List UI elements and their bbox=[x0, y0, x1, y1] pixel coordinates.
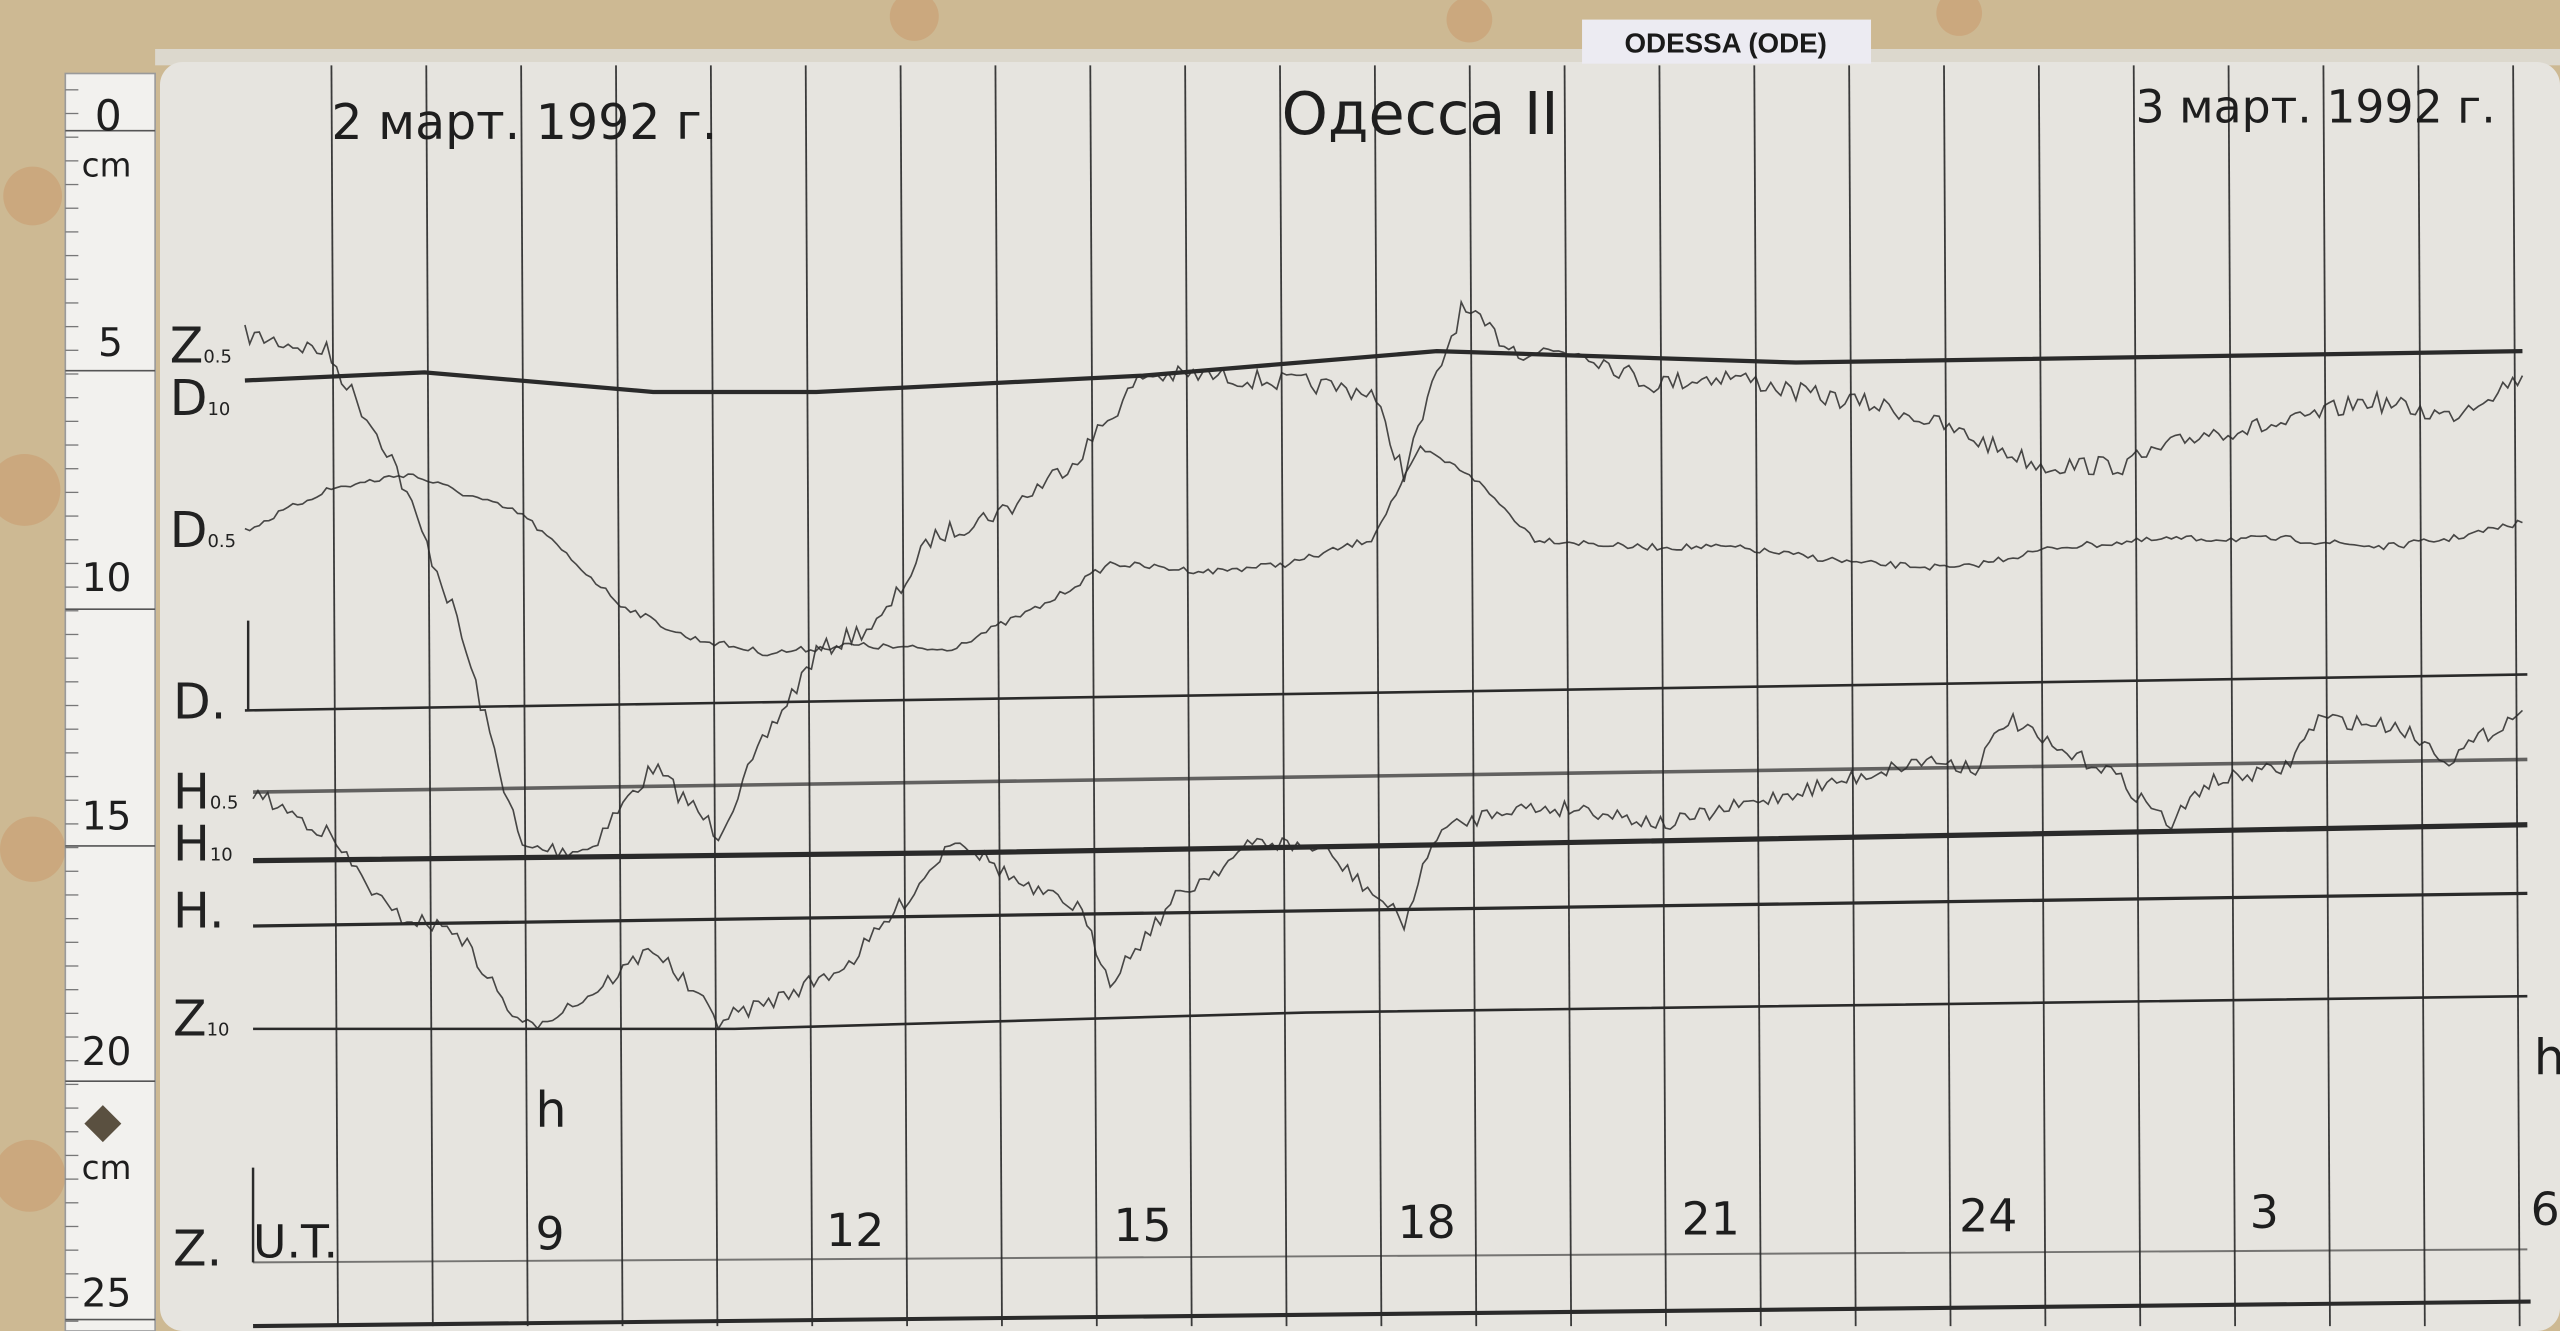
ruler-unit: cm bbox=[82, 146, 132, 184]
baseline-h10 bbox=[253, 822, 2528, 864]
baseline-h0 bbox=[253, 891, 2528, 928]
baseline-z05 bbox=[244, 348, 2523, 395]
label-z0: Z. bbox=[173, 1221, 222, 1278]
ruler-mark-15: 15 bbox=[82, 795, 132, 840]
grid-line bbox=[615, 65, 624, 1327]
hour-label-15: 15 bbox=[1113, 1199, 1171, 1252]
grid-line bbox=[1089, 65, 1098, 1327]
unit-mark-h-right: h bbox=[2534, 1030, 2560, 1087]
traces bbox=[244, 299, 2531, 1329]
grid-line bbox=[2512, 65, 2521, 1327]
trace-z bbox=[244, 299, 2524, 860]
grid-line bbox=[520, 65, 529, 1327]
baseline-z10 bbox=[253, 994, 2528, 1031]
trace-d bbox=[244, 444, 2523, 657]
chart-paper bbox=[160, 62, 2560, 1331]
hour-label-18: 18 bbox=[1398, 1196, 1456, 1249]
label-h05: H0.5 bbox=[173, 763, 238, 820]
ruler bbox=[64, 72, 156, 1331]
grid-line bbox=[1373, 65, 1383, 1327]
grid-line bbox=[2227, 65, 2236, 1327]
grid-line bbox=[1753, 65, 1762, 1327]
date-left: 2 март. 1992 г. bbox=[331, 94, 717, 151]
grid-line bbox=[2417, 65, 2426, 1327]
ruler-bottom-unit: cm bbox=[82, 1149, 132, 1187]
label-d0: D. bbox=[173, 674, 226, 731]
grid-line bbox=[1468, 65, 1478, 1327]
grid-line bbox=[1658, 65, 1667, 1327]
ruler-mark-25: 25 bbox=[82, 1271, 132, 1316]
baseline-d0 bbox=[244, 673, 2528, 712]
ruler-mark-20: 20 bbox=[82, 1030, 132, 1075]
grid-line bbox=[1943, 65, 1952, 1327]
grid-line bbox=[1563, 65, 1572, 1327]
hour-label-24: 24 bbox=[1959, 1189, 2017, 1242]
grid-line bbox=[2037, 65, 2047, 1327]
ruler-mark-10: 10 bbox=[82, 556, 132, 601]
hour-label-9: 9 bbox=[536, 1207, 565, 1260]
hour-label-21: 21 bbox=[1682, 1193, 1740, 1246]
station-label: ODESSA (ODE) bbox=[1624, 27, 1826, 58]
grid-line bbox=[899, 65, 908, 1327]
hour-label-3: 3 bbox=[2250, 1186, 2279, 1239]
paper-bottom-line bbox=[253, 1299, 2531, 1329]
label-d10: D10 bbox=[170, 370, 231, 427]
grid-line bbox=[709, 65, 719, 1327]
label-h0: H. bbox=[173, 883, 225, 940]
grid-line bbox=[1279, 65, 1288, 1327]
baseline-z0 bbox=[253, 1248, 2528, 1264]
station-label-card bbox=[1582, 19, 1872, 64]
hour-label-12: 12 bbox=[826, 1204, 884, 1257]
wallpaper-pattern bbox=[0, 0, 1983, 1212]
hour-label-6: 6 bbox=[2531, 1183, 2560, 1236]
grid-line bbox=[1848, 65, 1857, 1327]
date-right: 3 март. 1992 г. bbox=[2136, 80, 2496, 133]
ruler-ticks bbox=[65, 89, 156, 1322]
ruler-mark-5: 5 bbox=[98, 321, 123, 366]
ruler-zero: 0 bbox=[95, 93, 122, 142]
unit-mark-h-left: h bbox=[536, 1082, 567, 1139]
label-d05: D0.5 bbox=[170, 502, 236, 559]
trace-h bbox=[252, 709, 2524, 1031]
hour-grid bbox=[330, 65, 2521, 1327]
grid-line bbox=[994, 65, 1003, 1327]
frame-strip bbox=[155, 48, 2560, 66]
trace-labels: Z0.5 D10 D0.5 D. H0.5 H10 H. Z10 Z. bbox=[170, 318, 239, 1278]
label-z10: Z10 bbox=[173, 990, 229, 1047]
time-axis-label: U.T. bbox=[253, 1216, 338, 1269]
grid-line bbox=[2132, 65, 2142, 1327]
grid-line bbox=[804, 65, 814, 1327]
label-z05: Z0.5 bbox=[170, 318, 232, 375]
baseline-h05 bbox=[253, 757, 2528, 794]
label-h10: H10 bbox=[173, 816, 233, 873]
grid-line bbox=[2322, 65, 2331, 1327]
chart-title: Одесса II bbox=[1282, 79, 1559, 148]
grid-line bbox=[330, 65, 339, 1327]
grid-line bbox=[425, 65, 434, 1327]
